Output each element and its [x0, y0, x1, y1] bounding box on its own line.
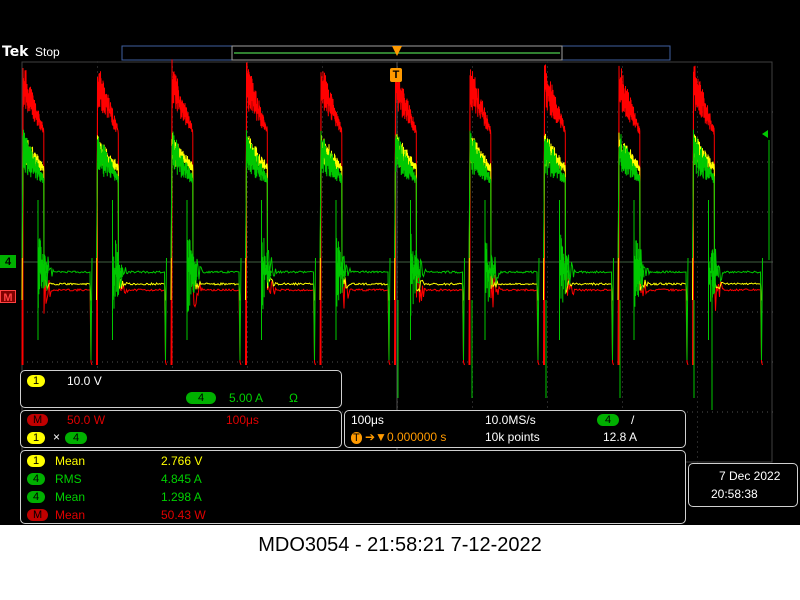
ch1-scale: 10.0 V — [67, 374, 102, 388]
measurement-source-badge: M — [27, 509, 49, 521]
measurement-type: Mean — [55, 508, 86, 522]
measurement-value: 1.298 A — [161, 490, 202, 504]
trigger-slope-icon: / — [631, 413, 635, 427]
measurement-source-badge: 4 — [27, 473, 46, 485]
math-operand1: 1 — [27, 432, 46, 444]
ch4-ringing — [37, 200, 719, 340]
measurement-value: 2.766 V — [161, 454, 203, 468]
measurement-type: RMS — [55, 472, 82, 486]
math-ground-marker[interactable]: M — [0, 290, 16, 304]
math-time: 100μs — [226, 413, 259, 427]
oscilloscope-screen: Tek Stop T 4 M 1 10.0 V 4 5.00 A Ω M 50.… — [0, 0, 800, 525]
trigger-position-marker[interactable]: T — [390, 68, 402, 82]
waveform-plot — [21, 45, 773, 463]
measurement-row: 1 Mean 2.766 V — [21, 452, 685, 470]
math-settings-box[interactable]: M 50.0 W 100μs 1 × 4 — [20, 410, 342, 448]
measurement-row: 4 Mean 1.298 A — [21, 488, 685, 506]
trigger-level-arrow-icon — [762, 130, 768, 138]
ch4-waveform — [21, 129, 763, 361]
measurement-source-badge: 4 — [27, 491, 46, 503]
ch4-ground-marker[interactable]: 4 — [0, 255, 16, 268]
math-operator: × — [53, 430, 61, 444]
math-waveform — [21, 59, 763, 366]
trigger-level: 12.8 A — [603, 430, 638, 444]
timebase-box[interactable]: 100μs 10.0MS/s 4 / T ➔▼ 0.000000 s 10k p… — [344, 410, 686, 448]
ch4-badge: 4 — [186, 392, 217, 404]
brand-logo: Tek — [2, 44, 29, 60]
measurement-value: 50.43 W — [161, 508, 206, 522]
measurement-row: M Mean 50.43 W — [21, 506, 685, 524]
math-badge: M — [27, 414, 49, 426]
record-length: 10k points — [485, 430, 540, 444]
measurement-type: Mean — [55, 490, 86, 504]
ch4-scale: 5.00 A — [229, 391, 264, 405]
ch1-waveform — [21, 132, 763, 301]
measurement-row: 4 RMS 4.845 A — [21, 470, 685, 488]
date-time-box: 7 Dec 2022 20:58:38 — [688, 463, 798, 507]
measurement-type: Mean — [55, 454, 86, 468]
horizontal-scale: 100μs — [351, 413, 384, 427]
ch1-badge: 1 — [27, 375, 46, 387]
channel-settings-box[interactable]: 1 10.0 V 4 5.00 A Ω — [20, 370, 342, 408]
acquisition-status: Stop — [35, 45, 60, 59]
time-label: 20:58:38 — [711, 487, 758, 501]
ch4-termination: Ω — [289, 391, 298, 405]
horizontal-position: 0.000000 s — [387, 430, 447, 444]
record-trigger-icon — [392, 46, 402, 56]
measurement-box[interactable]: 1 Mean 2.766 V 4 RMS 4.845 A 4 Mean 1.29… — [20, 450, 686, 524]
math-scale: 50.0 W — [67, 413, 106, 427]
date-label: 7 Dec 2022 — [719, 469, 781, 483]
trigger-arrow-icon: ➔▼ — [365, 430, 387, 444]
math-operand2: 4 — [65, 432, 88, 444]
measurement-value: 4.845 A — [161, 472, 202, 486]
trigger-icon: T — [351, 432, 362, 444]
trigger-source-badge: 4 — [597, 414, 620, 426]
sample-rate: 10.0MS/s — [485, 413, 536, 427]
screenshot-caption: MDO3054 - 21:58:21 7-12-2022 — [258, 534, 542, 556]
measurement-source-badge: 1 — [27, 455, 46, 467]
